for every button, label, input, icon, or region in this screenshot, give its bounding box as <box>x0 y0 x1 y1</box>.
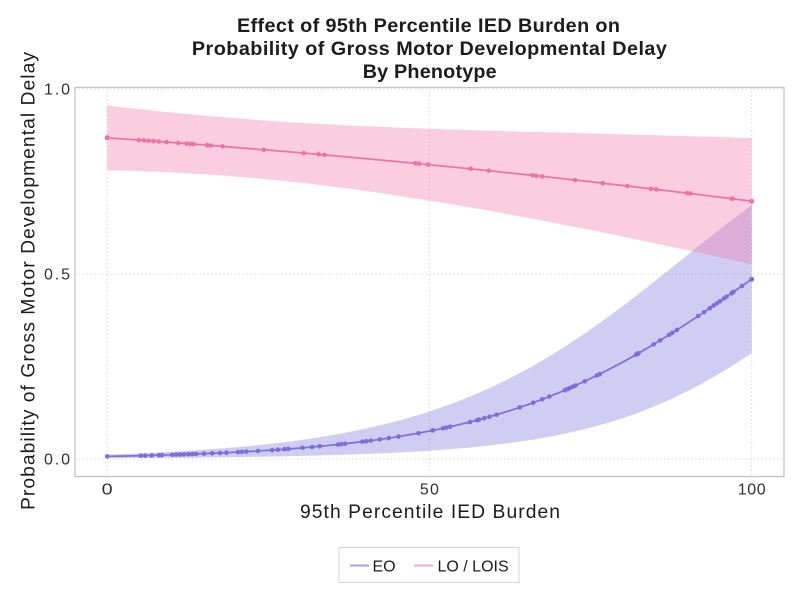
svg-text:Effect of 95th Percentile IED: Effect of 95th Percentile IED Burden on <box>237 15 620 37</box>
svg-text:0.0: 0.0 <box>44 451 70 468</box>
svg-text:100: 100 <box>738 482 766 499</box>
svg-text:0.5: 0.5 <box>44 266 70 283</box>
svg-text:LO / LOIS: LO / LOIS <box>438 558 509 575</box>
svg-text:EO: EO <box>373 558 396 575</box>
svg-text:0: 0 <box>102 482 113 499</box>
svg-text:By Phenotype: By Phenotype <box>363 61 497 83</box>
svg-text:Probability of Gross Motor Dev: Probability of Gross Motor Developmental… <box>192 38 667 60</box>
svg-text:Probability of Gross Motor Dev: Probability of Gross Motor Developmental… <box>19 52 40 510</box>
svg-text:1.0: 1.0 <box>44 81 70 98</box>
svg-text:95th Percentile IED Burden: 95th Percentile IED Burden <box>300 502 560 523</box>
svg-text:50: 50 <box>420 482 439 499</box>
